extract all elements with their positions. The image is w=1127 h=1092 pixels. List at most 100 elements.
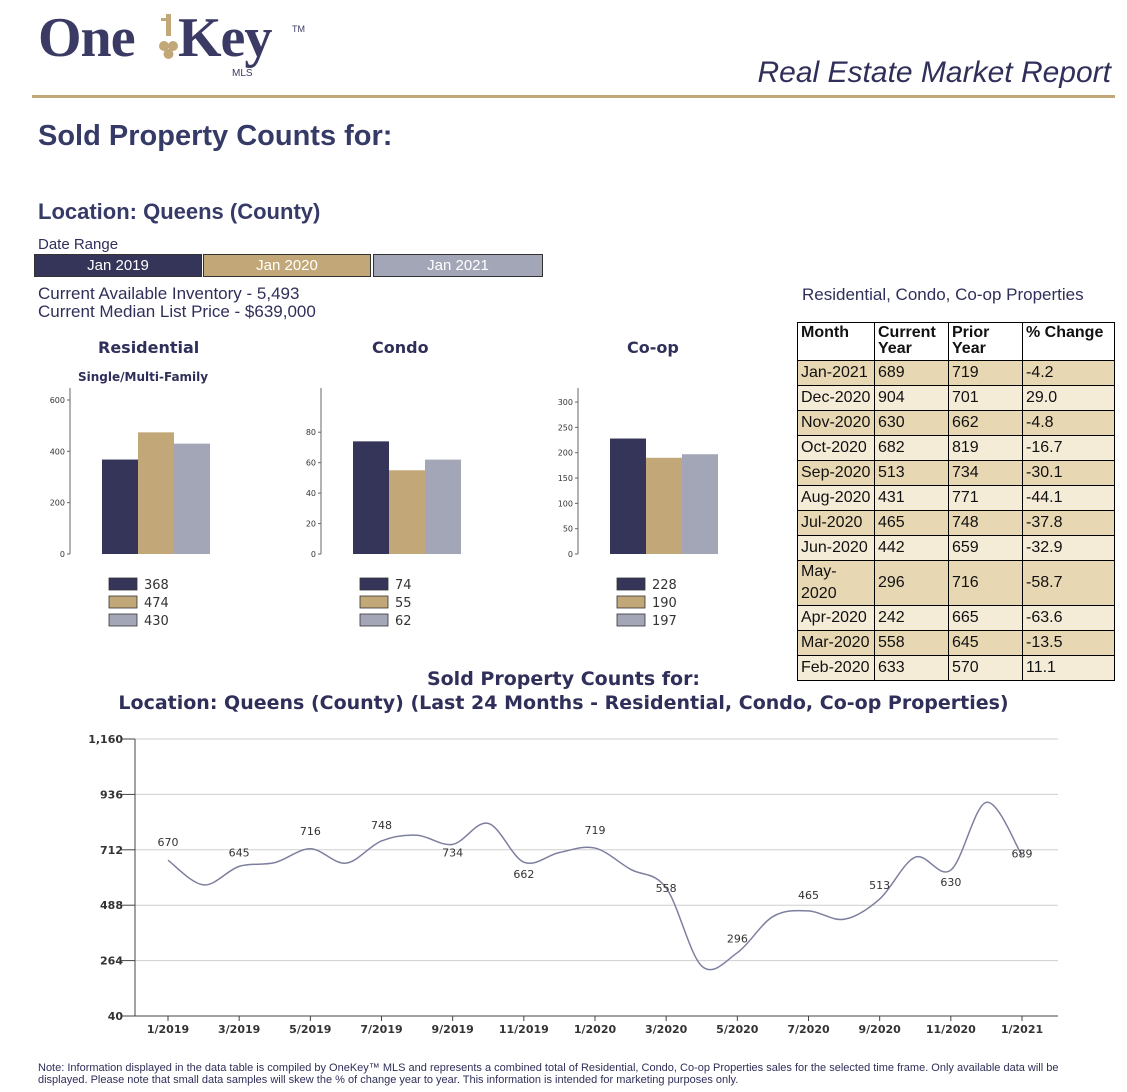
line-chart-y-tick-label: 488 — [100, 899, 123, 912]
sales-table: Month Current Year Prior Year % Change J… — [797, 322, 1115, 681]
cell-prior-year: 716 — [948, 560, 1023, 606]
cell-current-year: 296 — [874, 560, 949, 606]
cell-current-year: 465 — [874, 510, 949, 536]
cell-prior-year: 665 — [948, 605, 1023, 631]
legend-swatch — [359, 577, 389, 591]
cell-pct-change: -16.7 — [1022, 435, 1115, 461]
cell-month: Dec-2020 — [797, 385, 875, 411]
cell-pct-change: -13.5 — [1022, 630, 1115, 656]
table-header-row: Month Current Year Prior Year % Change — [797, 322, 1115, 361]
line-chart-subtitle: Location: Queens (County) (Last 24 Month… — [118, 692, 1009, 714]
cell-current-year: 442 — [874, 535, 949, 561]
line-chart-x-tick-label: 3/2020 — [645, 1023, 688, 1036]
line-chart-point-label: 662 — [513, 868, 534, 881]
bar-chart-tick-label: 200 — [50, 499, 65, 508]
cell-current-year: 513 — [874, 460, 949, 486]
cell-pct-change: -4.8 — [1022, 410, 1115, 436]
bar-value-label: 74 — [395, 578, 412, 593]
logo-text-key: Key — [178, 7, 272, 69]
legend-swatch — [359, 595, 389, 609]
header-prior-year: Prior Year — [948, 322, 1023, 361]
cell-current-year: 431 — [874, 485, 949, 511]
line-chart-x-tick-label: 5/2019 — [289, 1023, 331, 1036]
line-chart-point-label: 513 — [869, 879, 890, 892]
line-chart-title: Sold Property Counts for: — [426, 668, 701, 690]
report-title: Real Estate Market Report — [757, 56, 1111, 89]
cell-month: May-2020 — [797, 560, 875, 606]
cell-pct-change: -4.2 — [1022, 360, 1115, 386]
bar-chart-tick-label: 50 — [563, 525, 573, 534]
line-chart-y-tick-label: 40 — [108, 1010, 124, 1023]
cell-month: Jun-2020 — [797, 535, 875, 561]
bar-chart-tick-label: 20 — [306, 520, 316, 529]
table-row: Feb-2020 633 570 11.1 — [797, 655, 1115, 681]
coop-chart-title: Co-op — [627, 338, 679, 357]
line-chart-x-tick-label: 7/2019 — [360, 1023, 402, 1036]
footnote: Note: Information displayed in the data … — [38, 1062, 1059, 1086]
date-range-jan-2020: Jan 2020 — [203, 254, 371, 277]
bar-chart-tick-label: 150 — [558, 474, 573, 483]
line-chart-x-tick-label: 11/2019 — [499, 1023, 549, 1036]
cell-pct-change: -37.8 — [1022, 510, 1115, 536]
table-row: Apr-2020 242 665 -63.6 — [797, 605, 1115, 631]
bar-chart-tick-label: 60 — [306, 459, 316, 468]
residential-chart-subtitle: Single/Multi-Family — [78, 370, 209, 384]
cell-pct-change: 29.0 — [1022, 385, 1115, 411]
table-row: Nov-2020 630 662 -4.8 — [797, 410, 1115, 436]
line-chart-y-tick-label: 264 — [100, 955, 123, 968]
cell-month: Jan-2021 — [797, 360, 875, 386]
cell-month: Feb-2020 — [797, 655, 875, 681]
line-chart-x-tick-label: 1/2019 — [147, 1023, 189, 1036]
cell-month: Jul-2020 — [797, 510, 875, 536]
line-chart-x-tick-label: 3/2019 — [218, 1023, 260, 1036]
line-chart-x-tick-label: 9/2019 — [432, 1023, 474, 1036]
bar-value-label: 55 — [395, 596, 412, 611]
bar-chart-tick-label: 300 — [558, 398, 573, 407]
line-chart-x-tick-label: 7/2020 — [787, 1023, 830, 1036]
residential-chart-title: Residential — [98, 338, 200, 357]
line-chart-point-label: 645 — [229, 846, 250, 859]
line-chart-x-tick-label: 1/2021 — [1001, 1023, 1043, 1036]
location-title: Location: Queens (County) — [38, 199, 321, 224]
legend-swatch — [616, 577, 646, 591]
condo-chart-title: Condo — [372, 338, 429, 357]
line-chart-y-tick-label: 936 — [100, 788, 123, 801]
table-row: Jun-2020 442 659 -32.9 — [797, 535, 1115, 561]
bar-charts: 6004002000368474430806040200745562300250… — [50, 388, 718, 629]
table-row: Aug-2020 431 771 -44.1 — [797, 485, 1115, 511]
bar-jan-2021 — [174, 443, 210, 554]
cell-month: Aug-2020 — [797, 485, 875, 511]
key-icon — [159, 14, 178, 59]
bar-value-label: 197 — [652, 614, 677, 629]
cell-prior-year: 701 — [948, 385, 1023, 411]
line-chart-point-label: 296 — [727, 933, 748, 946]
bar-jan-2019 — [353, 441, 389, 554]
header-month: Month — [797, 322, 875, 361]
cell-month: Mar-2020 — [797, 630, 875, 656]
cell-pct-change: -32.9 — [1022, 535, 1115, 561]
bar-value-label: 430 — [144, 614, 169, 629]
cell-prior-year: 659 — [948, 535, 1023, 561]
cell-month: Apr-2020 — [797, 605, 875, 631]
cell-current-year: 242 — [874, 605, 949, 631]
cell-prior-year: 662 — [948, 410, 1023, 436]
table-row: Jul-2020 465 748 -37.8 — [797, 510, 1115, 536]
median-list-price: Current Median List Price - $639,000 — [38, 302, 316, 321]
table-row: Mar-2020 558 645 -13.5 — [797, 630, 1115, 656]
line-chart-point-label: 734 — [442, 846, 463, 859]
line-chart-x-tick-label: 11/2020 — [926, 1023, 976, 1036]
bar-chart-tick-label: 0 — [60, 550, 65, 559]
line-chart-series — [167, 801, 1023, 971]
line-chart-x-tick-label: 1/2020 — [574, 1023, 617, 1036]
legend-swatch — [359, 613, 389, 627]
bar-chart-tick-label: 0 — [311, 550, 316, 559]
line-chart-y-tick-label: 712 — [100, 844, 123, 857]
cell-prior-year: 570 — [948, 655, 1023, 681]
line-chart-point-label: 630 — [940, 876, 961, 889]
line-chart-point-label: 558 — [656, 882, 677, 895]
page-title: Sold Property Counts for: — [38, 120, 393, 152]
bar-jan-2019 — [102, 459, 138, 554]
logo-trademark: TM — [292, 24, 305, 34]
cell-pct-change: -63.6 — [1022, 605, 1115, 631]
bar-jan-2020 — [138, 432, 174, 554]
